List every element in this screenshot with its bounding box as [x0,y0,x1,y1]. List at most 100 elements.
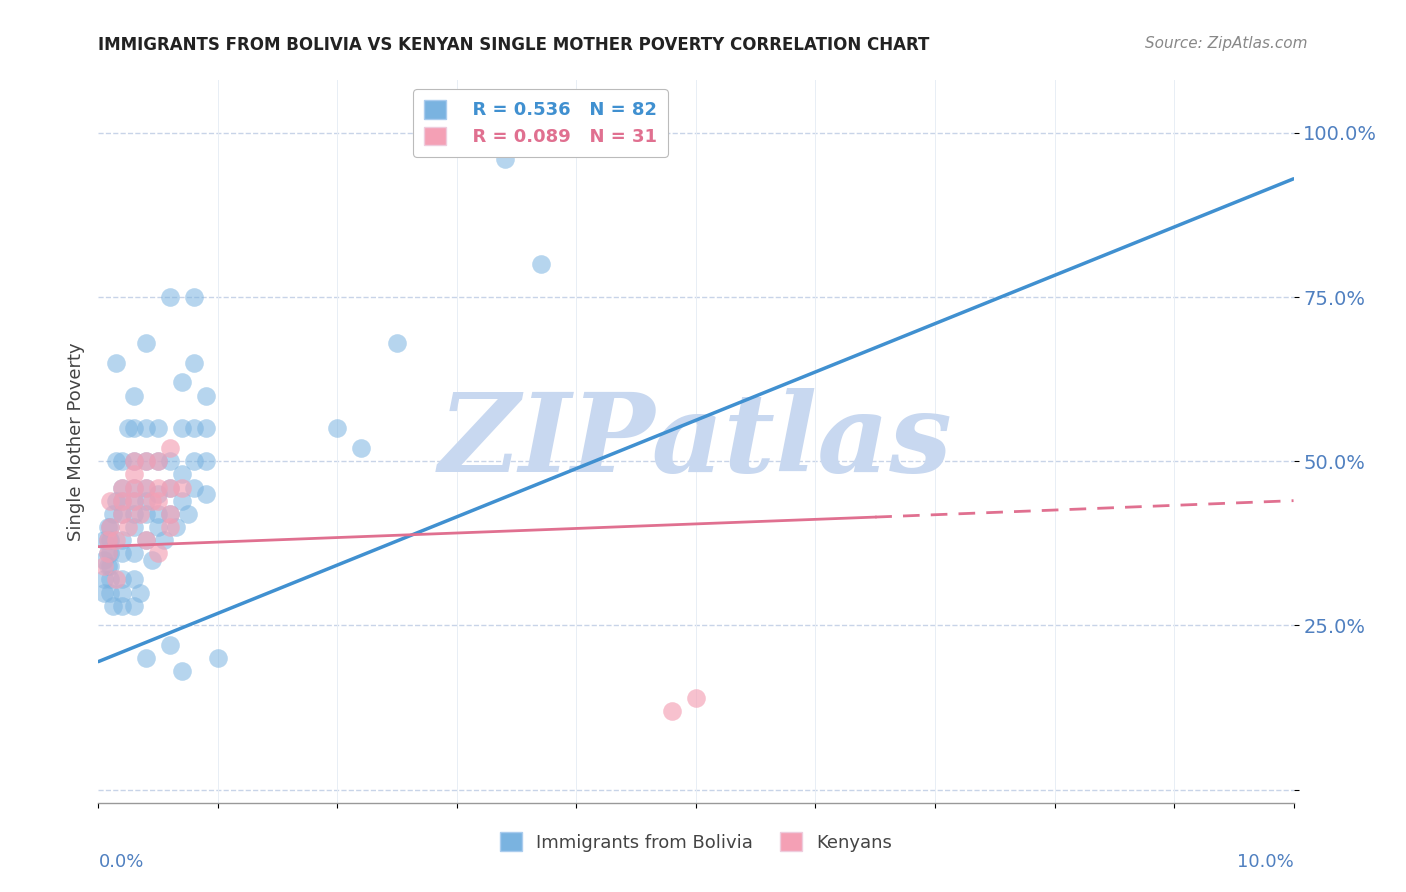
Point [124,520,146,534]
Point [93,533,115,547]
Point [98,559,122,574]
Point [148,454,170,468]
Point [98,546,122,560]
Point [159,638,181,652]
Point [530,257,553,271]
Point [93,553,115,567]
Point [159,507,181,521]
Point [494,152,516,166]
Point [159,520,181,534]
Point [124,546,146,560]
Point [177,507,200,521]
Point [105,493,128,508]
Point [159,507,181,521]
Point [111,533,134,547]
Point [172,421,194,435]
Point [153,533,176,547]
Point [101,507,124,521]
Text: 0.0%: 0.0% [98,854,143,871]
Point [135,336,157,351]
Point [105,454,128,468]
Point [124,481,146,495]
Point [183,481,205,495]
Point [97,559,120,574]
Point [111,481,134,495]
Point [135,454,157,468]
Point [111,481,134,495]
Point [661,704,683,718]
Point [159,481,181,495]
Point [97,533,120,547]
Point [111,454,134,468]
Point [183,421,205,435]
Point [135,507,157,521]
Point [111,599,134,613]
Point [124,421,146,435]
Point [183,290,205,304]
Point [111,546,134,560]
Point [124,493,146,508]
Point [111,493,134,508]
Point [326,421,349,435]
Point [148,481,170,495]
Point [135,651,157,665]
Point [97,546,120,560]
Point [207,651,229,665]
Point [135,481,157,495]
Point [98,573,122,587]
Point [98,585,122,599]
Point [148,507,170,521]
Point [124,388,146,402]
Point [97,520,120,534]
Point [105,533,128,547]
Point [124,507,146,521]
Point [93,585,115,599]
Point [159,290,181,304]
Point [129,507,152,521]
Point [135,481,157,495]
Point [124,467,146,482]
Point [195,421,218,435]
Point [117,421,139,435]
Point [159,441,181,455]
Point [98,493,122,508]
Text: ZIPatlas: ZIPatlas [439,388,953,495]
Point [105,573,128,587]
Point [159,454,181,468]
Text: 10.0%: 10.0% [1237,854,1294,871]
Legend: Immigrants from Bolivia, Kenyans: Immigrants from Bolivia, Kenyans [492,825,900,859]
Point [148,493,170,508]
Point [111,573,134,587]
Point [135,421,157,435]
Point [101,599,124,613]
Point [195,454,218,468]
Point [148,546,170,560]
Point [685,690,707,705]
Point [172,376,194,390]
Point [148,421,170,435]
Point [129,585,152,599]
Point [165,520,187,534]
Point [98,533,122,547]
Point [124,454,146,468]
Point [172,493,194,508]
Point [350,441,373,455]
Point [183,356,205,370]
Point [111,507,134,521]
Point [172,481,194,495]
Point [124,493,146,508]
Point [124,573,146,587]
Point [93,573,115,587]
Point [124,454,146,468]
Point [111,493,134,508]
Point [98,520,122,534]
Point [111,507,134,521]
Point [385,336,409,351]
Point [195,388,218,402]
Point [135,533,157,547]
Point [172,665,194,679]
Point [148,487,170,501]
Point [135,493,157,508]
Point [117,520,139,534]
Point [135,454,157,468]
